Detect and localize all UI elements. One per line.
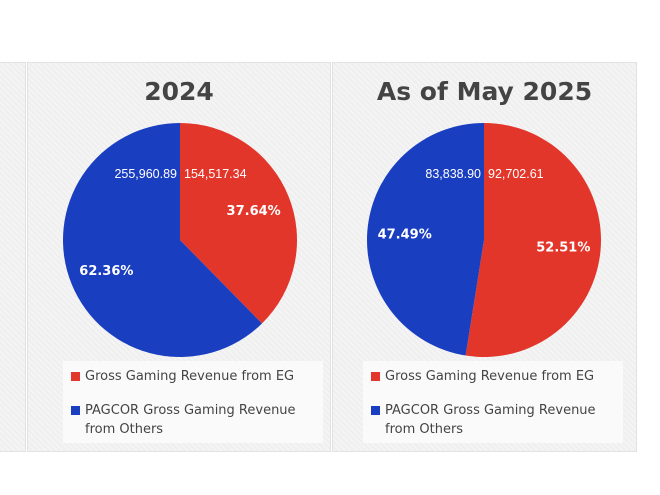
legend-label: PAGCOR Gross Gaming Revenue from Others [85,403,296,437]
percent-label: 37.64% [227,204,281,219]
legend-item-eg: Gross Gaming Revenue from EG [71,367,320,386]
pie-chart: 52.51% 92,702.61 47.49% 83,838.90 [366,123,601,357]
legend-swatch [371,406,380,415]
pie-slice [465,123,601,357]
legend-label: Gross Gaming Revenue from EG [85,369,295,384]
pie-chart: 37.64% 154,517.34 62.36% 255,960.89 [62,123,297,357]
pie-slice [180,123,297,324]
value-label: 83,838.90 [425,167,481,181]
chart-panel-2024: 2024 37.64% 154,517.34 62.36% 255,960.89 Gr… [27,62,331,452]
partial-chart-panel [0,62,26,452]
legend-item-eg: Gross Gaming Revenue from EG [371,367,620,386]
legend-label: PAGCOR Gross Gaming Revenue from Others [385,403,596,437]
percent-label: 62.36% [79,264,133,279]
legend-swatch [371,372,380,381]
legend-item-others: PAGCOR Gross Gaming Revenue from Others [371,401,620,439]
legend-label: Gross Gaming Revenue from EG [385,369,595,384]
value-label: 92,702.61 [488,167,544,181]
pie-slice [366,123,484,356]
value-label: 154,517.34 [184,167,247,181]
legend: Gross Gaming Revenue from EG PAGCOR Gros… [363,361,623,443]
chart-panel-2025: As of May 2025 52.51% 92,702.61 47.49% 83,8… [332,62,637,452]
percent-label: 52.51% [536,240,590,255]
legend-item-others: PAGCOR Gross Gaming Revenue from Others [71,401,320,439]
percent-label: 47.49% [378,228,432,243]
chart-title: As of May 2025 [376,77,593,106]
pie-slice [62,123,262,357]
legend-swatch [71,372,80,381]
value-label: 255,960.89 [114,167,177,181]
chart-title: 2024 [144,77,214,106]
legend-swatch [71,406,80,415]
legend: Gross Gaming Revenue from EG PAGCOR Gros… [63,361,323,443]
